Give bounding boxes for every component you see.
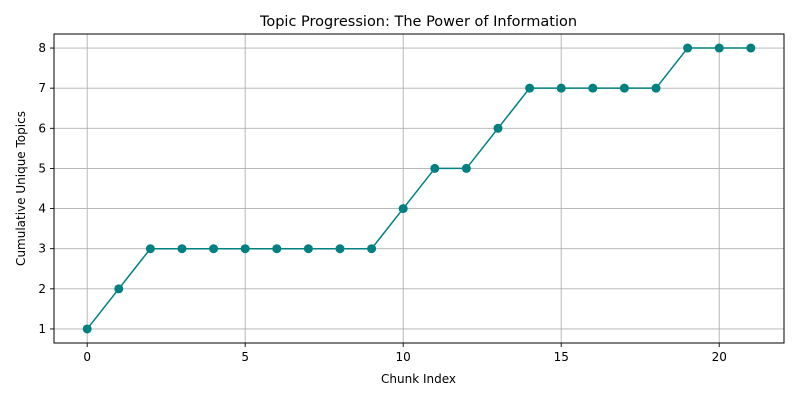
x-tick-label: 5 [241, 350, 249, 364]
data-point [82, 324, 92, 334]
x-tick-label: 10 [396, 350, 411, 364]
data-point [714, 43, 724, 53]
data-point [272, 244, 282, 254]
y-axis-title: Cumulative Unique Topics [14, 111, 28, 266]
y-tick-label: 3 [38, 242, 46, 256]
y-tick-label: 1 [38, 322, 46, 336]
data-point [303, 244, 313, 254]
series-line [86, 47, 751, 330]
series-group [82, 43, 756, 334]
y-tick-label: 6 [38, 121, 46, 135]
data-point [335, 244, 345, 254]
x-tick-label: 0 [83, 350, 91, 364]
y-tick-label: 7 [38, 81, 46, 95]
data-point [588, 83, 598, 93]
x-tick-label: 15 [554, 350, 569, 364]
x-tick-label: 20 [712, 350, 727, 364]
data-point [209, 244, 219, 254]
data-point [683, 43, 693, 53]
data-point [746, 43, 756, 53]
data-point [177, 244, 187, 254]
data-point [240, 244, 250, 254]
data-point [619, 83, 629, 93]
data-point [493, 123, 503, 133]
x-axis-title: Chunk Index [381, 372, 456, 386]
data-point [556, 83, 566, 93]
y-tick-label: 8 [38, 41, 46, 55]
grid [54, 34, 784, 343]
data-point [398, 204, 408, 214]
chart-title: Topic Progression: The Power of Informat… [259, 14, 577, 30]
y-tick-label: 2 [38, 282, 46, 296]
data-point [461, 163, 471, 173]
y-tick-label: 5 [38, 161, 46, 175]
data-point [651, 83, 661, 93]
plot-frame [53, 33, 785, 344]
data-point [145, 244, 155, 254]
data-point [367, 244, 377, 254]
data-point [525, 83, 535, 93]
data-point [430, 163, 440, 173]
y-tick-label: 4 [38, 202, 46, 216]
data-point [114, 284, 124, 294]
axes-ticks: 0 5 10 15 20 1 2 3 4 5 6 7 8 [38, 41, 726, 364]
